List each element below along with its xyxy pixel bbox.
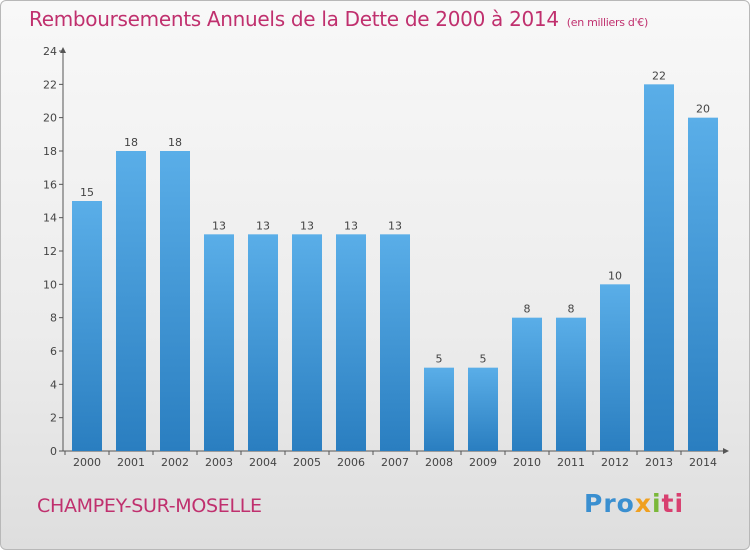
bar-2008	[424, 367, 454, 451]
y-tick-label: 14	[43, 212, 57, 225]
x-tick-label-2006: 2006	[337, 456, 365, 469]
bar-2009	[468, 367, 498, 451]
logo-part-4: ti	[661, 489, 685, 518]
bar-2004	[248, 234, 278, 451]
x-tick-label-2010: 2010	[513, 456, 541, 469]
data-label-2007: 13	[388, 219, 402, 232]
bar-2012	[600, 284, 630, 451]
bar-2001	[116, 151, 146, 451]
bar-2000	[72, 201, 102, 451]
x-tick-label-2001: 2001	[117, 456, 145, 469]
x-axis: 2000 2001 2002 2003 2004 2005 2006 2007 2008 2009…	[63, 448, 729, 469]
data-label-2010: 8	[524, 303, 531, 316]
data-label-2004: 13	[256, 219, 270, 232]
x-tick-label-2011: 2011	[557, 456, 585, 469]
commune-name: CHAMPEY-SUR-MOSELLE	[37, 495, 262, 517]
data-label-2000: 15	[80, 186, 94, 199]
y-tick-label: 18	[43, 145, 57, 158]
x-tick-label-2000: 2000	[73, 456, 101, 469]
y-tick-label: 2	[50, 412, 57, 425]
bar-2005	[292, 234, 322, 451]
bar-2003	[204, 234, 234, 451]
x-tick-label-2008: 2008	[425, 456, 453, 469]
data-label-2008: 5	[436, 353, 443, 366]
data-labels: 15 18 18 13 13 13 13 13 5 5 8 8 10 22 20	[80, 69, 710, 365]
data-label-2014: 20	[696, 103, 710, 116]
data-label-2011: 8	[568, 303, 575, 316]
y-axis-arrow	[60, 47, 66, 53]
bar-2010	[512, 317, 542, 451]
x-tick-label-2007: 2007	[381, 456, 409, 469]
data-label-2012: 10	[608, 269, 622, 282]
logo-part-3: i	[651, 489, 662, 518]
bar-2006	[336, 234, 366, 451]
y-tick-label: 20	[43, 112, 57, 125]
y-tick-label: 22	[43, 78, 57, 91]
bar-2002	[160, 151, 190, 451]
proxiti-logo[interactable]: Proxiti	[584, 489, 684, 518]
bar-2013	[644, 84, 674, 451]
y-tick-label: 10	[43, 278, 57, 291]
logo-part-2: x	[634, 489, 652, 518]
data-label-2003: 13	[212, 219, 226, 232]
logo-part-1: Pro	[584, 489, 635, 518]
data-label-2002: 18	[168, 136, 182, 149]
x-tick-label-2014: 2014	[689, 456, 717, 469]
data-label-2006: 13	[344, 219, 358, 232]
data-label-2013: 22	[652, 69, 666, 82]
x-tick-label-2005: 2005	[293, 456, 321, 469]
data-label-2005: 13	[300, 219, 314, 232]
chart-unit: (en milliers d'€)	[566, 16, 648, 29]
bar-2014	[688, 117, 718, 452]
chart-title: Remboursements Annuels de la Dette de 20…	[29, 7, 648, 31]
y-tick-label: 6	[50, 345, 57, 358]
y-tick-label: 12	[43, 245, 57, 258]
x-axis-arrow	[723, 448, 729, 454]
x-tick-label-2003: 2003	[205, 456, 233, 469]
y-tick-label: 8	[50, 312, 57, 325]
data-label-2009: 5	[480, 353, 487, 366]
x-tick-label-2002: 2002	[161, 456, 189, 469]
x-tick-label-2013: 2013	[645, 456, 673, 469]
bar-2007	[380, 234, 410, 451]
x-tick-label-2012: 2012	[601, 456, 629, 469]
bar-2011	[556, 317, 586, 451]
data-label-2001: 18	[124, 136, 138, 149]
y-tick-label: 16	[43, 178, 57, 191]
bars	[72, 84, 718, 452]
y-tick-label: 4	[50, 378, 57, 391]
chart-title-text: Remboursements Annuels de la Dette de 20…	[29, 7, 559, 31]
y-tick-label: 0	[50, 445, 57, 458]
x-tick-label-2009: 2009	[469, 456, 497, 469]
y-tick-label: 24	[43, 45, 57, 58]
x-tick-label-2004: 2004	[249, 456, 277, 469]
